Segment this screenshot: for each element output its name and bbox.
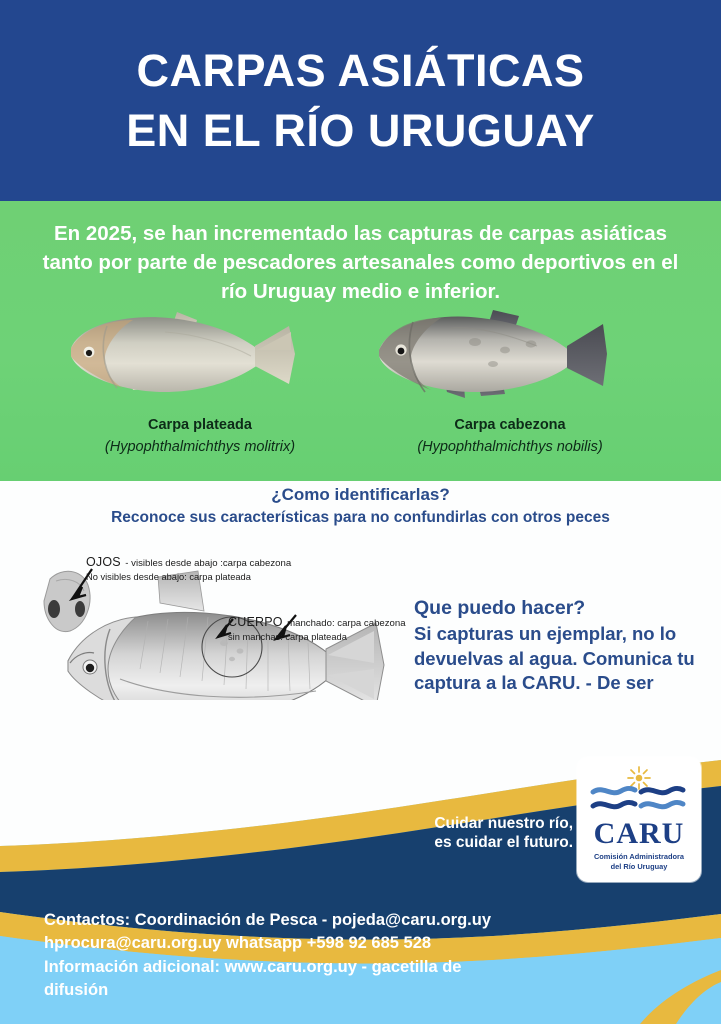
- annotation-eyes-line1: OJOS - visibles desde abajo :carpa cabez…: [86, 553, 291, 571]
- tagline: Cuidar nuestro río, es cuidar el futuro.: [408, 815, 573, 853]
- intro-text: En 2025, se han incrementado las captura…: [42, 222, 679, 304]
- identify-subtitle: Reconoce sus características para no con…: [111, 509, 610, 526]
- tagline-line1: Cuidar nuestro río,: [434, 815, 573, 832]
- contacts-line1: Contactos: Coordinación de Pesca - pojed…: [44, 911, 491, 929]
- bighead-carp-photo: [379, 310, 607, 398]
- intro-section: En 2025, se han incrementado las captura…: [0, 201, 721, 481]
- annotation-body: CUERPO manchado: carpa cabezona sin manc…: [228, 613, 406, 642]
- sun-icon: [627, 766, 651, 790]
- contacts-block: Contactos: Coordinación de Pesca - pojed…: [44, 909, 564, 1003]
- species-card-silver-carp: Carpa plateada (Hypophthalmichthys molit…: [45, 306, 355, 481]
- header-banner: CARPAS ASIÁTICAS EN EL RÍO URUGUAY: [0, 0, 721, 201]
- annotation-eyes-text2: No visibles desde abajo: carpa plateada: [86, 572, 251, 582]
- logo-subtitle: Comisión Administradora del Río Uruguay: [577, 852, 701, 872]
- species-common-name: Carpa cabezona: [454, 417, 566, 433]
- contacts-line3: Información adicional: www.caru.org.uy -…: [44, 957, 462, 976]
- silver-carp-photo: [71, 312, 295, 392]
- cta-question: Que puedo hacer?: [414, 597, 586, 619]
- tagline-line2: es cuidar el futuro.: [434, 833, 573, 851]
- page-title-line2: EN EL RÍO URUGUAY: [126, 104, 595, 156]
- species-caption-bighead-carp: Carpa cabezona (Hypophthalmichthys nobil…: [355, 414, 665, 459]
- annotation-eyes-label: OJOS: [86, 555, 121, 569]
- annotation-eyes: OJOS - visibles desde abajo :carpa cabez…: [86, 553, 291, 582]
- species-common-name: Carpa plateada: [148, 417, 252, 433]
- species-scientific-name: (Hypophthalmichthys molitrix): [104, 439, 296, 456]
- page-title-line1: CARPAS ASIÁTICAS: [136, 45, 585, 97]
- annotation-body-label: CUERPO: [228, 615, 283, 629]
- annotation-eyes-text1: - visibles desde abajo :carpa cabezona: [125, 558, 292, 569]
- annotation-body-line1: CUERPO manchado: carpa cabezona: [228, 613, 406, 631]
- identify-question: ¿Como identificarlas?: [271, 485, 450, 504]
- logo-subtitle-line1: Comisión Administradora: [593, 852, 685, 861]
- species-card-bighead-carp: Carpa cabezona (Hypophthalmichthys nobil…: [355, 306, 665, 481]
- species-row: Carpa plateada (Hypophthalmichthys molit…: [0, 306, 721, 481]
- contacts-line2: hprocura@caru.org.uy whatsapp +598 92 68…: [44, 934, 432, 953]
- annotation-body-text1: manchado: carpa cabezona: [287, 618, 406, 629]
- contacts-line4: difusión: [44, 981, 109, 1000]
- species-scientific-name: (Hypophthalmichthys nobilis): [417, 439, 603, 456]
- species-caption-silver-carp: Carpa plateada (Hypophthalmichthys molit…: [45, 414, 355, 459]
- waves-icon: [590, 785, 686, 810]
- logo-subtitle-line2: del Río Uruguay: [610, 861, 668, 871]
- annotation-body-text2: sin manchas: carpa plateada: [228, 632, 347, 642]
- logo-acronym: CARU: [593, 817, 685, 850]
- caru-logo[interactable]: CARU Comisión Administradora del Río Uru…: [577, 757, 701, 882]
